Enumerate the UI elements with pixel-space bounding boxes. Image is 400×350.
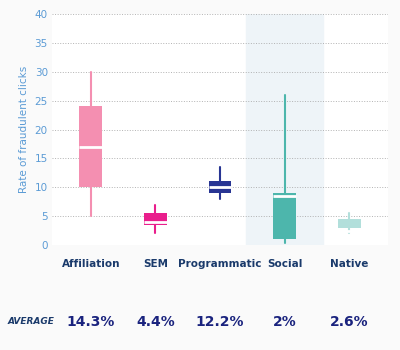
Bar [273, 193, 296, 239]
Text: 2%: 2% [273, 315, 296, 329]
Text: AVERAGE: AVERAGE [8, 317, 55, 327]
Text: Affiliation: Affiliation [62, 259, 120, 269]
Bar [209, 181, 231, 193]
Text: 14.3%: 14.3% [66, 315, 115, 329]
Text: 4.4%: 4.4% [136, 315, 175, 329]
Bar [338, 219, 360, 228]
Text: 2.6%: 2.6% [330, 315, 368, 329]
Text: 12.2%: 12.2% [196, 315, 244, 329]
Text: Native: Native [330, 259, 368, 269]
Text: Social: Social [267, 259, 302, 269]
Bar [80, 106, 102, 187]
Bar [144, 213, 167, 225]
Y-axis label: Rate of fraudulent clicks: Rate of fraudulent clicks [19, 66, 29, 193]
Text: SEM: SEM [143, 259, 168, 269]
Text: Programmatic: Programmatic [178, 259, 262, 269]
Bar [246, 14, 323, 245]
